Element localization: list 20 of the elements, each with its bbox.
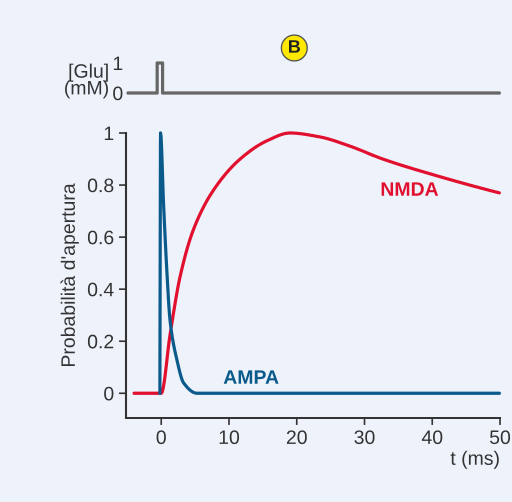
text: B [288, 40, 300, 53]
x-tick-label: 50 [490, 430, 510, 444]
y-tick-label: 0.4 [88, 282, 114, 296]
y-tick-label: 0.2 [88, 334, 114, 348]
y-axis-title: Probabilità d'apertura [60, 183, 79, 366]
x-tick-label: 40 [422, 430, 442, 444]
x-tick-label: 20 [286, 430, 307, 444]
x-axis-title: t (ms) [450, 450, 499, 469]
y-tick-label: 1 [114, 56, 122, 70]
x-tick-label: 0 [156, 430, 166, 444]
y-tick-label: 1 [104, 126, 114, 140]
y-tick-label: 0.6 [88, 230, 114, 244]
series-label: NMDA [382, 182, 438, 196]
series-label: AMPA [224, 370, 279, 384]
y-tick-label: 0 [113, 86, 122, 100]
x-tick-label: 30 [354, 430, 375, 444]
y-axis-title: [Glu] (mM) [65, 64, 108, 98]
y-tick-label: 0 [104, 386, 114, 401]
y-tick-label: 0.8 [88, 178, 114, 192]
x-tick-label: 10 [220, 430, 240, 444]
